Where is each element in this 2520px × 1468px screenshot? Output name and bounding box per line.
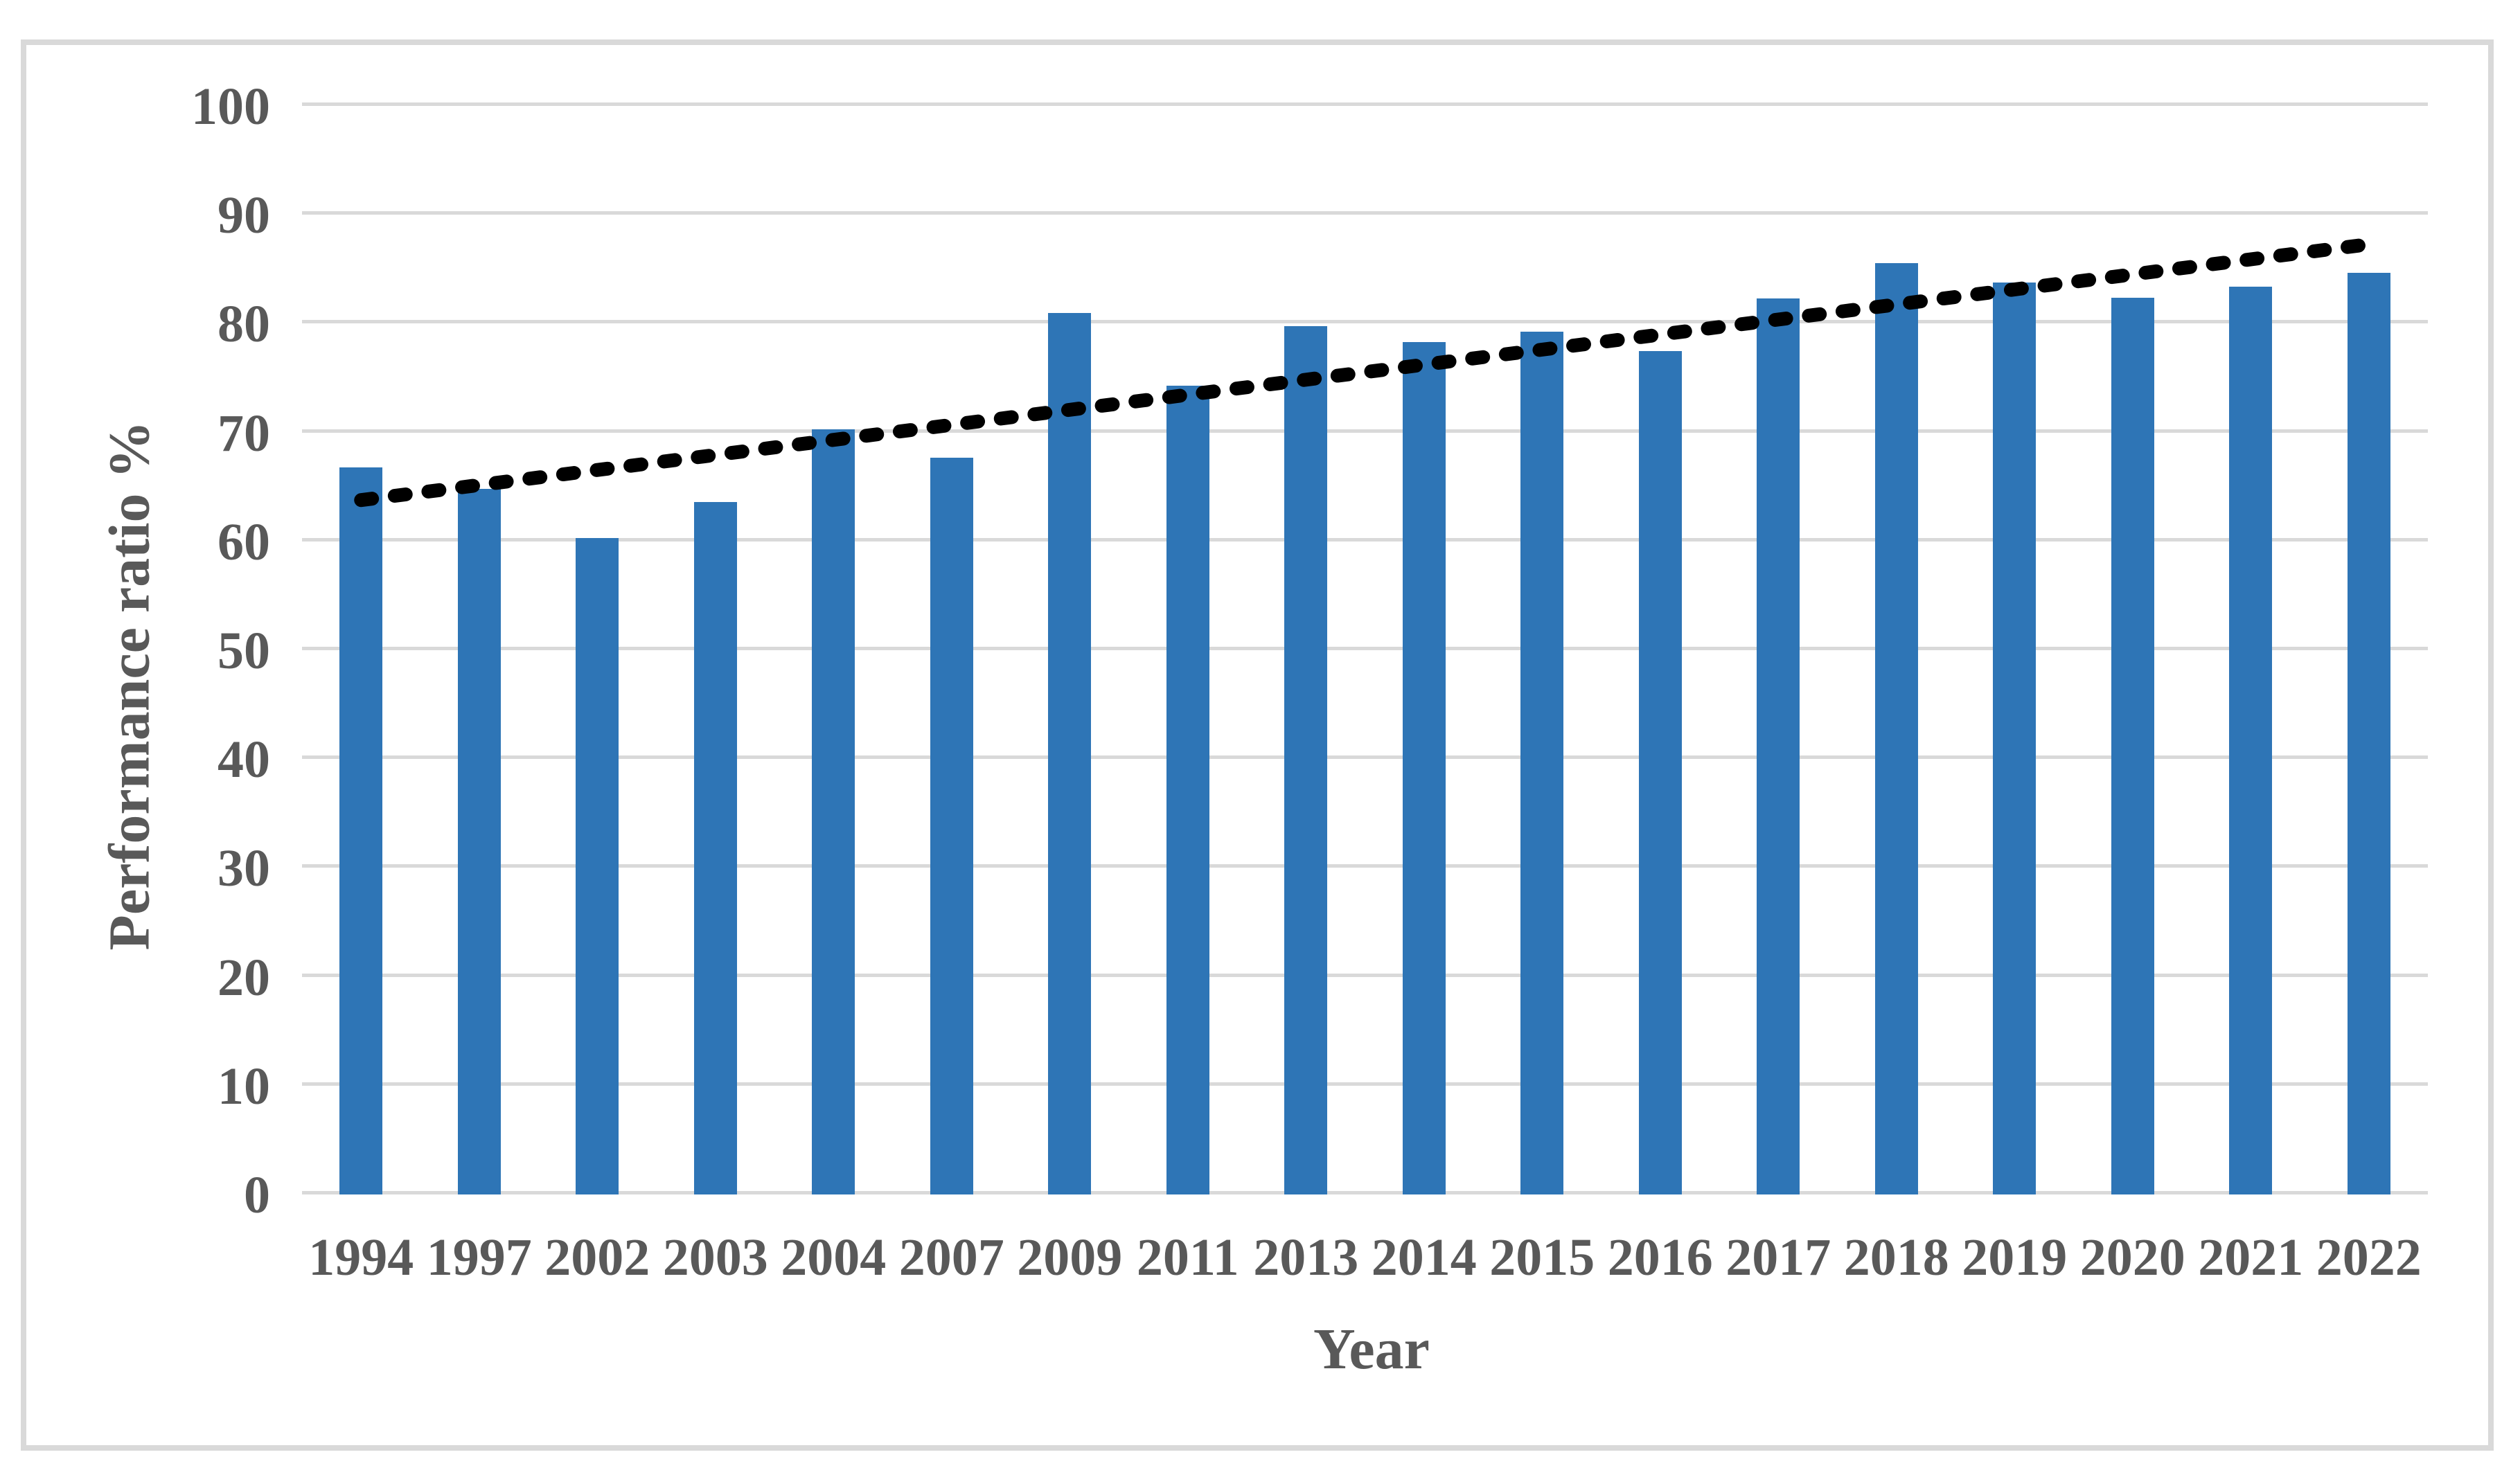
y-axis-tick-label-60: 60 [218,512,270,571]
x-axis-tick-label-2007: 2007 [898,1228,1004,1287]
x-axis-tick-label-2011: 2011 [1136,1228,1239,1287]
bar-2015 [1520,331,1564,1194]
x-axis-tick-label-2003: 2003 [662,1228,768,1287]
bar-2017 [1757,298,1800,1194]
gridline-100 [302,102,2428,106]
bar-2014 [1402,342,1446,1194]
bar-2020 [2111,297,2154,1194]
bar-2018 [1874,262,1918,1194]
gridline-60 [302,537,2428,541]
trendline [354,237,2376,508]
x-axis-tick-label-2017: 2017 [1725,1228,1831,1287]
bar-2004 [812,429,855,1194]
gridline-10 [302,1082,2428,1086]
x-axis-tick-label-2016: 2016 [1607,1228,1713,1287]
x-axis-tick-label-1994: 1994 [308,1228,414,1287]
gridline-0 [302,1191,2428,1194]
y-axis-tick-label-10: 10 [218,1057,270,1116]
y-axis-tick-label-100: 100 [191,78,270,136]
gridline-50 [302,647,2428,650]
x-axis-tick-label-2021: 2021 [2198,1228,2304,1287]
x-axis-tick-label-1997: 1997 [426,1228,532,1287]
x-axis-tick-label-2009: 2009 [1017,1228,1123,1287]
bar-2021 [2229,287,2273,1194]
x-axis-tick-label-2020: 2020 [2079,1228,2185,1287]
y-axis-tick-label-40: 40 [218,731,270,789]
bar-1997 [457,489,501,1194]
y-axis-tick-label-70: 70 [218,404,270,463]
y-axis-tick-label-20: 20 [218,948,270,1007]
x-axis-tick-label-2014: 2014 [1371,1228,1477,1287]
x-axis-tick-label-2013: 2013 [1253,1228,1359,1287]
x-axis-tick-label-2002: 2002 [544,1228,650,1287]
bar-2011 [1166,386,1209,1194]
x-axis-tick-label-2019: 2019 [1962,1228,2068,1287]
bar-2002 [576,538,619,1194]
gridline-40 [302,755,2428,760]
bar-2007 [930,457,973,1194]
bar-2019 [1993,282,2037,1194]
x-axis-tick-label-2015: 2015 [1489,1228,1595,1287]
bar-1994 [339,467,383,1194]
y-axis-tick-label-90: 90 [218,186,270,245]
x-axis-tick-label-2022: 2022 [2316,1228,2422,1287]
gridline-20 [302,973,2428,977]
y-axis-tick-label-0: 0 [244,1166,270,1224]
bar-2013 [1284,325,1328,1194]
x-axis-title: Year [1313,1317,1430,1381]
bar-2016 [1638,350,1682,1194]
gridline-80 [302,320,2428,324]
y-axis-tick-label-50: 50 [218,622,270,680]
bar-2022 [2347,272,2390,1194]
bar-2003 [693,502,737,1194]
gridline-70 [302,429,2428,433]
bar-2009 [1048,312,1092,1194]
x-axis-tick-label-2018: 2018 [1843,1228,1949,1287]
plot-area [302,102,2428,1194]
x-axis-tick-label-2004: 2004 [781,1228,887,1287]
gridline-90 [302,211,2428,215]
gridline-30 [302,864,2428,868]
y-axis-tick-label-30: 30 [218,839,270,898]
y-axis-tick-label-80: 80 [218,295,270,354]
